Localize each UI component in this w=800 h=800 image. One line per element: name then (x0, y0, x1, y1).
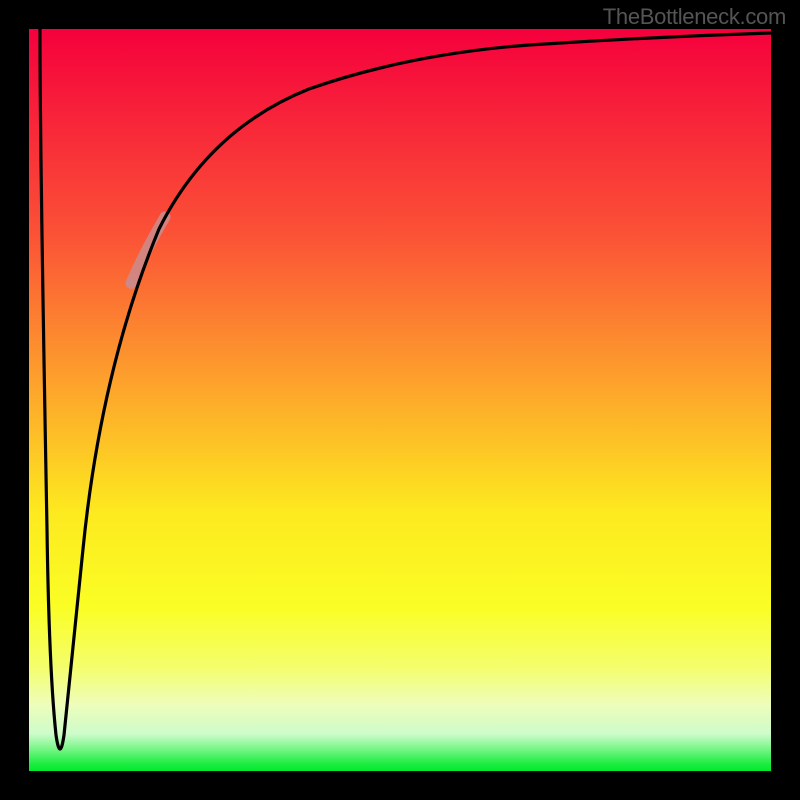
chart-container: TheBottleneck.com (0, 0, 800, 800)
plot-area (29, 29, 771, 771)
attribution-text: TheBottleneck.com (603, 4, 786, 30)
main-curve (40, 29, 771, 749)
curve-layer (29, 29, 771, 771)
highlight-end-dot (126, 279, 136, 289)
